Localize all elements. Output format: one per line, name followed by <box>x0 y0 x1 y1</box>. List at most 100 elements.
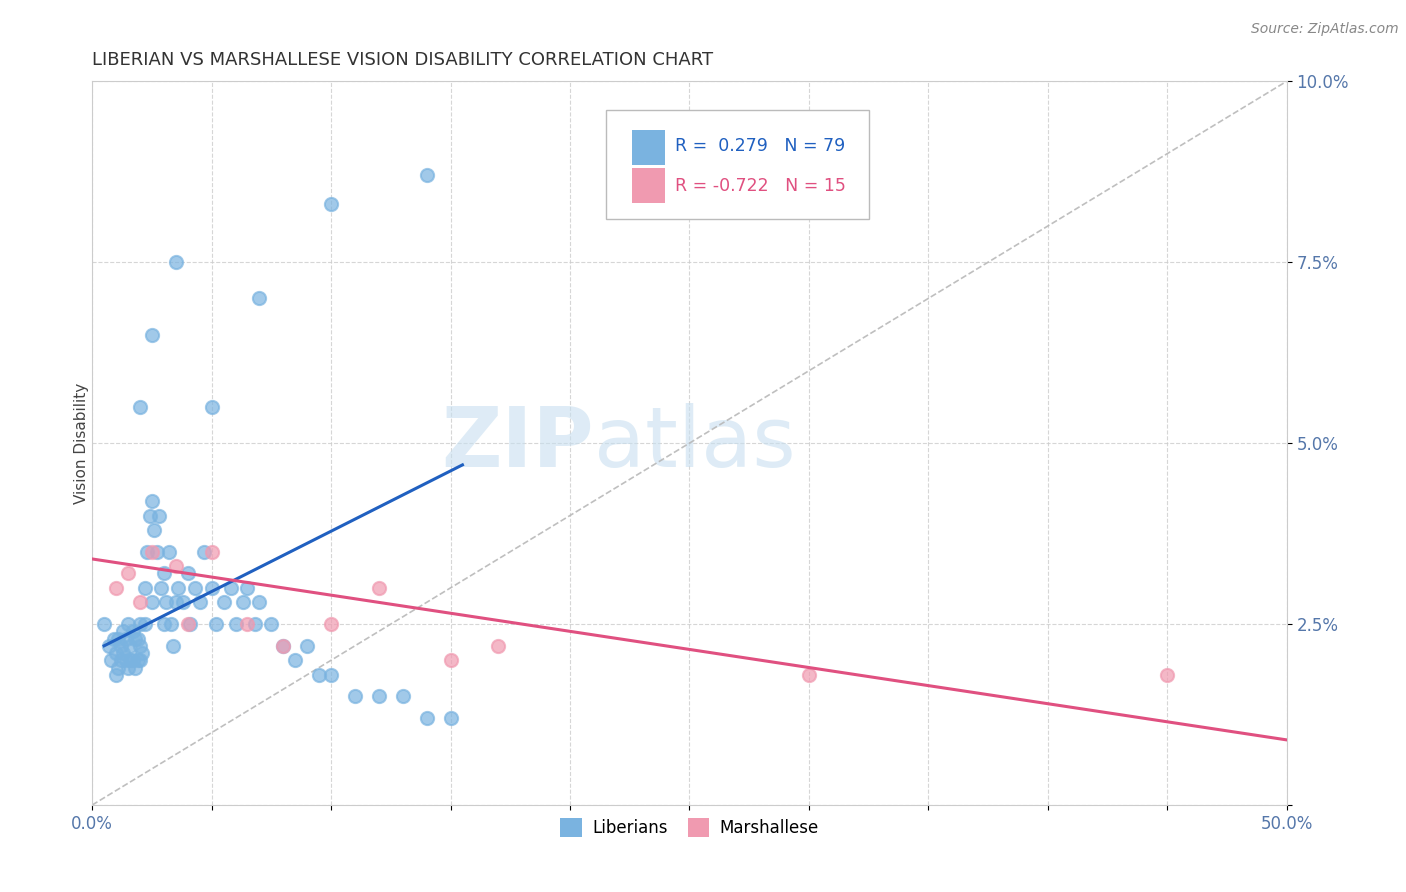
Point <box>157 545 180 559</box>
Point <box>136 545 159 559</box>
Point <box>121 624 143 639</box>
Point <box>167 581 190 595</box>
Point <box>121 653 143 667</box>
Point <box>201 581 224 595</box>
Point <box>236 617 259 632</box>
Point <box>153 617 176 632</box>
Point <box>138 508 160 523</box>
Point <box>120 653 142 667</box>
Point <box>105 581 128 595</box>
Text: R = -0.722   N = 15: R = -0.722 N = 15 <box>675 177 846 194</box>
Point <box>179 617 201 632</box>
Point <box>150 581 173 595</box>
FancyBboxPatch shape <box>606 111 869 219</box>
Point <box>201 400 224 414</box>
Point <box>415 169 437 183</box>
Point <box>127 632 149 646</box>
Point <box>284 653 307 667</box>
Point <box>308 667 330 681</box>
Point <box>124 632 146 646</box>
Point <box>141 494 163 508</box>
Point <box>271 639 294 653</box>
Point <box>172 595 194 609</box>
Text: atlas: atlas <box>593 402 796 483</box>
Point <box>141 327 163 342</box>
Point <box>153 566 176 581</box>
Point <box>319 617 342 632</box>
Point <box>232 595 254 609</box>
FancyBboxPatch shape <box>633 130 665 164</box>
Point <box>112 646 135 660</box>
Point <box>134 617 156 632</box>
Point <box>367 690 389 704</box>
Point <box>129 400 152 414</box>
Point <box>100 653 122 667</box>
Point <box>165 255 187 269</box>
Point <box>148 508 170 523</box>
Point <box>129 595 152 609</box>
Point <box>205 617 228 632</box>
Point <box>114 653 136 667</box>
Point <box>1156 667 1178 681</box>
Point <box>319 667 342 681</box>
Point <box>129 653 152 667</box>
Point <box>212 595 235 609</box>
Point <box>105 667 128 681</box>
Point <box>415 711 437 725</box>
Point <box>110 639 132 653</box>
Point <box>134 581 156 595</box>
Point <box>141 595 163 609</box>
Point <box>124 660 146 674</box>
Point <box>295 639 318 653</box>
Point <box>117 617 139 632</box>
Point <box>225 617 247 632</box>
FancyBboxPatch shape <box>633 169 665 202</box>
Point <box>797 667 820 681</box>
Point <box>188 595 211 609</box>
Point <box>127 653 149 667</box>
Point <box>162 639 184 653</box>
Point <box>271 639 294 653</box>
Point <box>112 624 135 639</box>
Point <box>93 617 115 632</box>
Point <box>107 632 129 646</box>
Text: Source: ZipAtlas.com: Source: ZipAtlas.com <box>1251 22 1399 37</box>
Point <box>141 545 163 559</box>
Point <box>143 523 166 537</box>
Point <box>97 639 120 653</box>
Point <box>439 653 461 667</box>
Point <box>117 660 139 674</box>
Point <box>247 595 270 609</box>
Point <box>247 292 270 306</box>
Point <box>177 617 200 632</box>
Point <box>105 646 128 660</box>
Point <box>201 545 224 559</box>
Point <box>107 660 129 674</box>
Point <box>391 690 413 704</box>
Point <box>219 581 242 595</box>
Point <box>165 595 187 609</box>
Point <box>177 566 200 581</box>
Point <box>486 639 509 653</box>
Point <box>145 545 167 559</box>
Point <box>129 639 152 653</box>
Point <box>114 632 136 646</box>
Text: ZIP: ZIP <box>441 402 593 483</box>
Point <box>117 566 139 581</box>
Point <box>120 639 142 653</box>
Point <box>160 617 183 632</box>
Text: LIBERIAN VS MARSHALLESE VISION DISABILITY CORRELATION CHART: LIBERIAN VS MARSHALLESE VISION DISABILIT… <box>93 51 713 69</box>
Point <box>260 617 283 632</box>
Point <box>236 581 259 595</box>
Point <box>343 690 366 704</box>
Point <box>193 545 215 559</box>
Point <box>165 559 187 574</box>
Point <box>110 653 132 667</box>
Legend: Liberians, Marshallese: Liberians, Marshallese <box>554 812 825 844</box>
Point <box>131 646 153 660</box>
Point <box>439 711 461 725</box>
Text: R =  0.279   N = 79: R = 0.279 N = 79 <box>675 137 845 155</box>
Point <box>103 632 125 646</box>
Point <box>184 581 207 595</box>
Y-axis label: Vision Disability: Vision Disability <box>73 383 89 504</box>
